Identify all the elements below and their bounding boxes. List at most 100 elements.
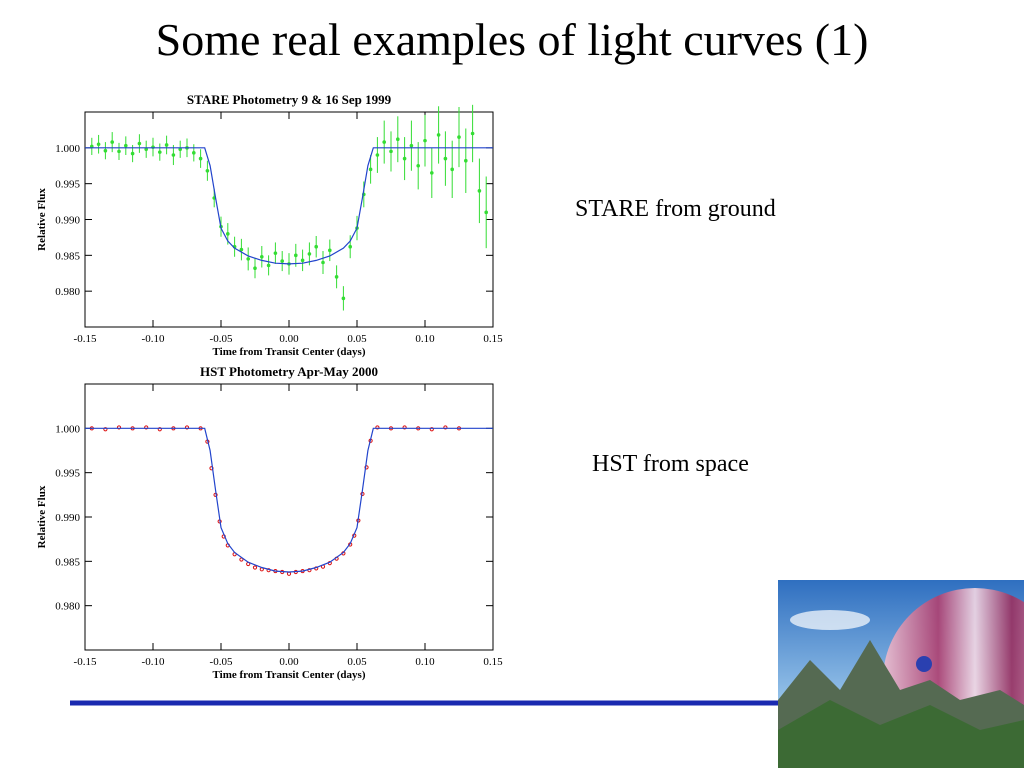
data-point — [280, 259, 285, 263]
y-tick-label: 0.990 — [55, 512, 80, 524]
x-tick-label: 0.05 — [347, 333, 367, 345]
data-point — [103, 427, 108, 432]
data-point — [341, 296, 346, 301]
data-point — [103, 148, 108, 153]
data-point — [300, 258, 305, 263]
data-point — [226, 232, 230, 236]
data-point — [252, 565, 258, 570]
data-point — [273, 251, 278, 255]
data-point — [382, 140, 387, 144]
y-tick-label: 0.995 — [55, 179, 80, 191]
data-point — [157, 427, 162, 432]
data-point — [164, 143, 169, 147]
data-point — [364, 465, 369, 470]
data-point — [286, 571, 292, 576]
data-point — [443, 425, 448, 430]
data-point — [321, 260, 325, 265]
data-point — [239, 247, 244, 252]
data-point — [402, 425, 407, 430]
x-tick-label: -0.05 — [210, 656, 233, 668]
data-point — [246, 257, 250, 261]
data-point — [396, 137, 400, 142]
caption: HST from space — [592, 451, 749, 477]
data-point — [464, 158, 468, 163]
model-curve — [85, 427, 493, 573]
x-tick-label: 0.10 — [415, 333, 435, 345]
data-point — [429, 427, 434, 432]
data-point — [137, 141, 142, 146]
y-tick-label: 0.995 — [55, 468, 80, 480]
data-point — [124, 143, 128, 148]
x-tick-label: -0.10 — [142, 656, 165, 668]
data-point — [389, 149, 393, 154]
caption: STARE from ground — [575, 196, 776, 222]
y-tick-label: 1.000 — [55, 423, 80, 435]
slide-title: Some real examples of light curves (1) — [156, 14, 869, 65]
chart: STARE Photometry 9 & 16 Sep 1999 Time fro… — [36, 92, 503, 358]
data-point — [307, 252, 312, 256]
x-tick-label: -0.15 — [74, 333, 97, 345]
y-tick-label: 0.980 — [55, 286, 80, 298]
chart-title: STARE Photometry 9 & 16 Sep 1999 — [187, 92, 392, 107]
data-point — [436, 133, 441, 137]
data-point — [130, 151, 135, 156]
x-tick-label: 0.15 — [483, 656, 503, 668]
data-point — [171, 153, 176, 157]
data-point — [116, 425, 122, 430]
y-axis-label: Relative Flux — [36, 485, 48, 548]
x-tick-label: 0.00 — [279, 656, 299, 668]
data-point — [423, 138, 427, 143]
data-point — [477, 189, 482, 193]
data-point — [430, 171, 434, 175]
y-tick-label: 1.000 — [55, 143, 80, 155]
data-point — [260, 254, 264, 259]
data-point — [184, 425, 190, 430]
y-tick-label: 0.990 — [55, 215, 80, 227]
data-point — [266, 263, 271, 268]
data-point — [348, 244, 353, 249]
y-tick-label: 0.985 — [55, 556, 80, 568]
data-point — [158, 150, 162, 154]
x-tick-label: -0.15 — [74, 656, 97, 668]
data-point — [450, 167, 455, 172]
x-tick-label: 0.15 — [483, 333, 503, 345]
data-point — [198, 156, 203, 161]
data-point — [470, 131, 475, 136]
plot-frame — [84, 383, 494, 651]
data-point — [144, 425, 149, 430]
data-point — [96, 142, 101, 147]
data-point — [253, 266, 257, 271]
data-point — [375, 425, 380, 430]
data-point — [110, 140, 114, 144]
model-curve — [85, 147, 493, 265]
x-tick-label: 0.10 — [415, 656, 435, 668]
chart: HST Photometry Apr-May 2000 Time from Tra… — [36, 364, 503, 681]
x-tick-label: 0.00 — [279, 333, 299, 345]
data-point — [416, 163, 421, 168]
x-tick-label: -0.10 — [142, 333, 165, 345]
data-point — [484, 210, 489, 215]
x-axis-label: Time from Transit Center (days) — [213, 669, 366, 681]
data-point — [205, 168, 210, 173]
x-axis-label: Time from Transit Center (days) — [213, 346, 366, 358]
data-point — [328, 248, 332, 253]
data-point — [314, 244, 319, 249]
data-point — [375, 153, 380, 157]
data-point — [402, 156, 407, 161]
data-point — [117, 149, 121, 154]
data-point — [443, 156, 448, 161]
y-axis-label: Relative Flux — [36, 188, 48, 251]
y-tick-label: 0.985 — [55, 250, 80, 262]
data-point — [409, 143, 414, 148]
illustration — [778, 580, 1024, 768]
data-point — [334, 275, 339, 279]
data-point — [294, 253, 298, 258]
x-tick-label: 0.05 — [347, 656, 367, 668]
data-point — [457, 135, 461, 139]
chart-title: HST Photometry Apr-May 2000 — [200, 364, 378, 379]
data-point — [368, 167, 373, 172]
x-tick-label: -0.05 — [210, 333, 233, 345]
data-point — [192, 151, 196, 155]
